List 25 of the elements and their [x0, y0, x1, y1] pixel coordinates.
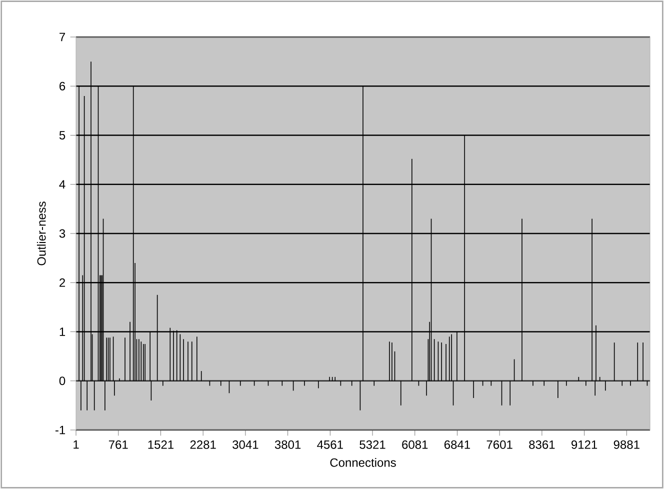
x-tick-label: 6081: [402, 440, 428, 449]
y-tick-label: 0: [59, 376, 66, 386]
x-tick-label: 5321: [360, 440, 386, 449]
y-tick-label: 3: [59, 229, 66, 238]
y-tick-label: 2: [60, 278, 65, 287]
y-axis-title: Outlier-ness: [36, 202, 46, 266]
y-tick-label: 6: [60, 82, 66, 90]
x-tick-label: 8361: [529, 440, 555, 449]
x-tick-label: 9121: [572, 440, 598, 449]
x-tick-label: 7601: [486, 440, 512, 449]
y-tick-label: 7: [60, 32, 65, 42]
x-tick-label: 761: [108, 440, 128, 449]
x-axis-title: Connections: [330, 458, 396, 467]
x-tick-label: 1521: [148, 440, 174, 449]
x-tick-label: 2281: [190, 440, 216, 449]
x-tick-label: 1: [74, 440, 79, 449]
y-tick-label: -1: [55, 426, 66, 434]
x-tick-label: 4561: [317, 440, 343, 449]
y-tick-label: 5: [59, 131, 66, 140]
x-tick-label: 6841: [444, 440, 470, 449]
x-tick-label: 3801: [274, 440, 301, 449]
y-tick-label: 4: [59, 180, 66, 189]
x-tick-label: 3041: [232, 440, 258, 449]
x-tick-label: 9881: [614, 440, 640, 449]
y-tick-label: 1: [60, 328, 66, 336]
